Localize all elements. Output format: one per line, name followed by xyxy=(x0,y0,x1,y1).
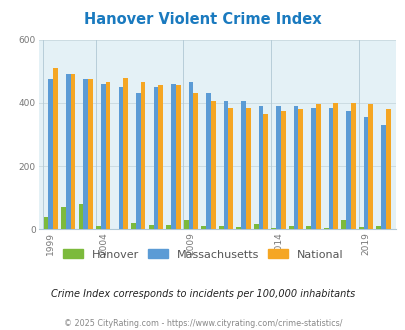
Bar xyxy=(141,82,145,229)
Bar xyxy=(345,111,350,229)
Bar xyxy=(310,108,315,229)
Bar xyxy=(175,85,180,229)
Bar xyxy=(171,84,175,229)
Bar xyxy=(149,225,153,229)
Text: Crime Index corresponds to incidents per 100,000 inhabitants: Crime Index corresponds to incidents per… xyxy=(51,289,354,299)
Bar xyxy=(131,223,136,229)
Bar xyxy=(201,226,206,229)
Bar xyxy=(188,82,193,229)
Bar xyxy=(306,226,310,229)
Bar xyxy=(183,220,188,229)
Bar xyxy=(258,106,263,229)
Bar xyxy=(380,125,385,229)
Bar xyxy=(245,108,250,229)
Bar xyxy=(253,224,258,229)
Bar xyxy=(236,227,241,229)
Bar xyxy=(315,104,320,229)
Bar xyxy=(228,108,232,229)
Bar xyxy=(105,82,110,229)
Legend: Hanover, Massachusetts, National: Hanover, Massachusetts, National xyxy=(58,245,347,264)
Bar xyxy=(223,101,228,229)
Bar xyxy=(288,226,293,229)
Bar xyxy=(48,79,53,229)
Bar xyxy=(118,87,123,229)
Bar xyxy=(241,101,245,229)
Bar xyxy=(367,104,372,229)
Bar xyxy=(136,93,141,229)
Bar xyxy=(263,114,267,229)
Bar xyxy=(298,109,303,229)
Bar xyxy=(333,103,337,229)
Text: Hanover Violent Crime Index: Hanover Violent Crime Index xyxy=(84,12,321,26)
Bar xyxy=(280,111,285,229)
Bar xyxy=(363,117,367,229)
Bar xyxy=(166,225,171,229)
Bar xyxy=(123,78,128,229)
Bar xyxy=(44,217,48,229)
Bar xyxy=(79,204,83,229)
Bar xyxy=(101,84,105,229)
Bar xyxy=(66,74,70,229)
Bar xyxy=(275,106,280,229)
Bar xyxy=(61,207,66,229)
Bar xyxy=(375,226,380,229)
Bar xyxy=(193,93,198,229)
Bar xyxy=(53,68,58,229)
Bar xyxy=(83,79,88,229)
Bar xyxy=(341,220,345,229)
Bar xyxy=(385,109,390,229)
Bar xyxy=(70,74,75,229)
Bar xyxy=(293,106,298,229)
Bar xyxy=(328,108,333,229)
Bar xyxy=(158,85,162,229)
Text: © 2025 CityRating.com - https://www.cityrating.com/crime-statistics/: © 2025 CityRating.com - https://www.city… xyxy=(64,319,341,328)
Bar xyxy=(153,87,158,229)
Bar xyxy=(350,103,355,229)
Bar xyxy=(210,101,215,229)
Bar xyxy=(358,227,363,229)
Bar xyxy=(323,228,328,229)
Bar xyxy=(271,228,275,229)
Bar xyxy=(88,79,93,229)
Bar xyxy=(206,93,210,229)
Bar xyxy=(96,226,101,229)
Bar xyxy=(218,226,223,229)
